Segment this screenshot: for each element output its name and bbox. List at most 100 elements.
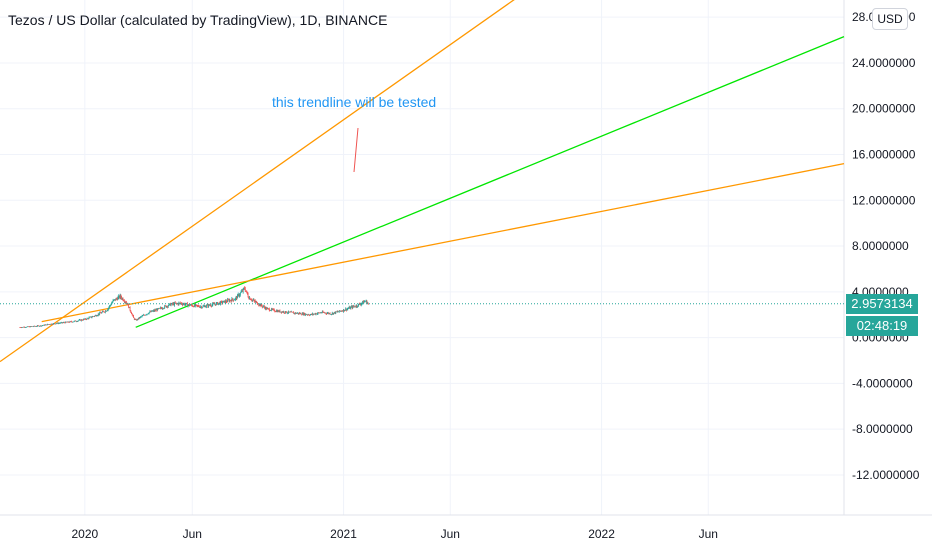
candle-body [285,311,287,313]
candle-body [284,312,286,314]
candle-body [159,308,161,309]
candle-body [195,304,197,306]
candle-body [358,304,359,307]
annotation-pointer-line[interactable] [353,127,359,173]
candle-body [225,300,227,302]
candle-body [176,303,178,304]
trendline-1[interactable] [0,0,515,363]
candle-body [246,291,248,293]
candle-body [227,299,228,302]
candle-body [367,303,369,304]
candle-body [30,326,31,328]
candle-body [85,318,86,320]
candle-body [278,310,279,312]
candle-body [165,305,166,307]
candle-body [204,305,206,308]
candle-body [256,301,257,303]
candle-body [21,327,23,328]
candle-body [288,311,290,313]
candle-body [364,301,366,302]
candle-body [362,301,363,303]
candle-body [45,324,47,326]
candle-body [218,302,220,304]
candle-body [285,311,286,313]
candle-body [252,299,254,301]
candle-body [220,301,222,303]
candle-body [317,313,318,315]
candle-body [148,312,150,314]
trendline-layer[interactable] [0,0,845,363]
candle-body [258,304,260,306]
candle-body [353,306,355,308]
candle-body [61,322,62,323]
candle-body [134,319,136,320]
candle-body [123,300,125,302]
candle-body [137,319,139,320]
candle-body [273,309,274,310]
candle-body [109,305,111,306]
candle-body [347,308,349,310]
candle-body [203,305,205,307]
candle-body [126,302,128,305]
candle-body [350,307,351,309]
annotation-text[interactable]: this trendline will be tested [272,94,437,110]
candle-body [224,300,226,303]
candle-body [259,304,260,306]
candle-body [56,322,58,324]
candle-body [262,306,264,308]
candle-body [314,313,315,315]
time-axis[interactable]: 2020 Jun 2021 Jun 2022 Jun [71,527,717,541]
candle-body [201,306,202,308]
candle-body [300,313,302,315]
candle-body [153,310,155,312]
candle-body [342,310,344,312]
candle-body [340,310,342,312]
candle-body [162,308,163,310]
candle-body [311,314,313,315]
candle-body [170,304,172,306]
price-axis[interactable]: 28.000000024.000000020.000000016.0000000… [852,10,920,482]
candle-body [157,308,158,311]
candle-body [315,313,317,315]
trendline-2[interactable] [135,36,845,328]
candle-body [231,298,233,302]
candle-body [143,314,145,316]
candle-body [239,294,240,297]
candle-body [51,323,52,325]
candle-body [129,307,130,308]
candle-body [99,312,101,315]
candle-body [223,301,224,303]
candle-body [267,308,269,309]
candle-body [188,304,190,305]
candle-body [106,310,108,312]
trendline-3[interactable] [41,163,845,323]
candle-body [157,308,159,310]
candle-body [304,313,306,316]
candle-body [317,312,319,314]
x-tick-label: Jun [699,527,718,541]
candle-body [232,299,234,301]
candle-body [263,306,265,307]
candle-body [64,322,66,324]
candle-body [120,295,122,298]
currency-button[interactable]: USD [872,8,908,30]
candle-body [22,327,23,328]
candle-body [101,312,103,314]
candle-body [65,321,67,324]
candle-body [53,323,55,325]
candle-body [96,315,98,317]
candle-body [335,311,337,314]
candle-body [102,311,104,312]
candle-body [78,320,79,322]
candle-body [75,321,77,323]
candle-body [37,325,39,327]
candle-body [73,321,74,323]
candle-body [34,326,36,327]
candle-body [173,303,175,306]
candle-body [105,310,107,312]
candle-body [290,311,291,313]
candle-body [60,322,62,324]
candle-body [247,294,249,298]
